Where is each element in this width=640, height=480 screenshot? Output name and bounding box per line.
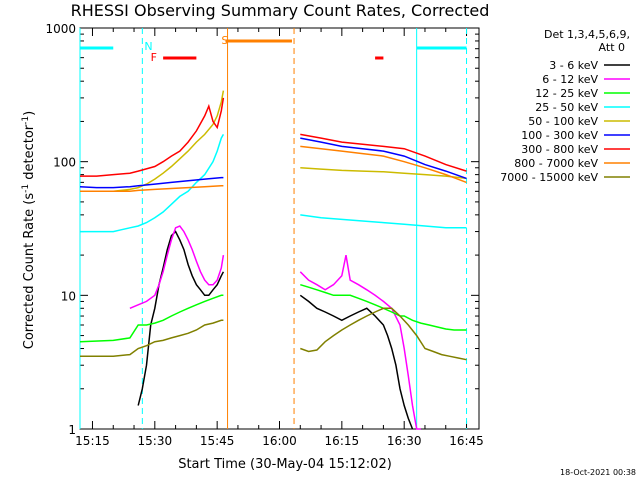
y-tick-label: 1 <box>68 423 76 437</box>
series-line <box>80 97 467 177</box>
x-tick-label: 16:15 <box>325 434 360 448</box>
legend-entry-label: 7000 - 15000 keV <box>500 171 598 184</box>
series-line <box>129 225 421 430</box>
y-axis-label-end: ) <box>22 111 37 116</box>
series-line <box>80 90 467 193</box>
x-tick-label: 16:00 <box>262 434 297 448</box>
series-line <box>79 283 467 343</box>
x-tick-label: 15:15 <box>75 434 110 448</box>
annotation-f: F <box>151 51 157 64</box>
x-tick-label: 15:30 <box>138 434 173 448</box>
x-tick-label: 15:45 <box>200 434 235 448</box>
legend-header-2: Att 0 <box>599 41 625 54</box>
series-line <box>80 145 467 193</box>
annotation-s: S <box>221 34 228 47</box>
series-line <box>80 307 467 361</box>
y-axis-label-main: Corrected Count Rate (s <box>22 193 37 350</box>
legend-entry-label: 300 - 800 keV <box>521 143 598 156</box>
y-axis-label-sup2: -1 <box>21 116 31 125</box>
state-bars: NF S <box>79 28 468 429</box>
legend-entry-label: 50 - 100 keV <box>528 115 598 128</box>
legend-header-1: Det 1,3,4,5,6,9, <box>544 28 630 41</box>
y-axis-label-mid: detector <box>22 124 37 184</box>
y-axis-label-sup1: -1 <box>21 184 31 193</box>
timestamp-footer: 18-Oct-2021 00:38 <box>560 468 636 477</box>
series-line <box>80 134 467 233</box>
plot-frame <box>79 27 480 430</box>
annotation-n: N <box>144 40 152 53</box>
legend-entry-label: 25 - 50 keV <box>535 101 598 114</box>
y-axis-label: Corrected Count Rate (s-1 detector-1) <box>21 111 37 349</box>
legend-entry-label: 100 - 300 keV <box>521 129 598 142</box>
legend-entry-label: 6 - 12 keV <box>542 73 598 86</box>
axis-ticks: 15:15 15:30 15:45 16:00 16:15 16:30 16:45 1 10 10… <box>45 22 483 448</box>
legend-entry-label: 800 - 7000 keV <box>514 157 598 170</box>
y-tick-label: 100 <box>53 156 76 170</box>
x-tick-label: 16:30 <box>387 434 422 448</box>
series-line <box>79 137 467 189</box>
series-lines <box>79 90 467 430</box>
series-line <box>137 230 414 430</box>
legend-entry-label: 3 - 6 keV <box>549 59 598 72</box>
x-tick-label: 16:45 <box>449 434 484 448</box>
y-tick-label: 10 <box>61 289 76 303</box>
x-axis-label: Start Time (30-May-04 15:12:02) <box>178 457 392 472</box>
y-tick-label: 1000 <box>45 22 76 36</box>
chart-title: RHESSI Observing Summary Count Rates, Co… <box>71 1 490 20</box>
legend-entry-label: 12 - 25 keV <box>535 87 598 100</box>
